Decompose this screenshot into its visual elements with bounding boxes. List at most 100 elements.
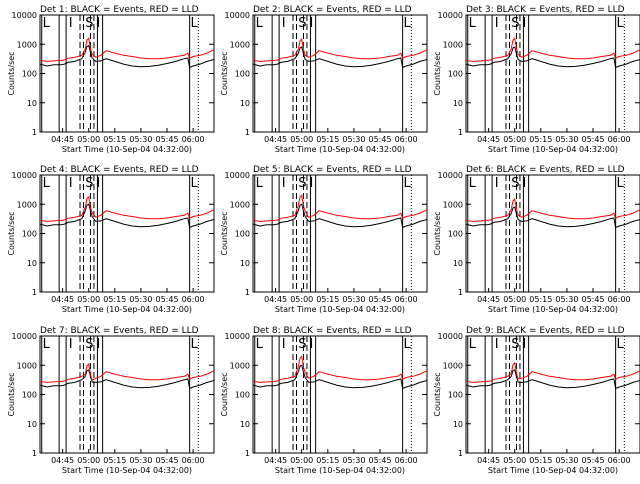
y-tick-label: 1000 [230, 361, 250, 370]
detector-panel: L I S I L 1 10 100 1000 10000 04:45 05:00 05:15 05:30… [7, 165, 215, 314]
x-tick-label: 05:30 [555, 135, 578, 144]
region-letter: S [85, 337, 93, 352]
lld-series-line [39, 195, 215, 222]
lld-series-line [39, 362, 215, 383]
region-letter: I [310, 16, 314, 31]
y-tick-label: 10 [453, 259, 463, 268]
region-letter: L [404, 337, 412, 352]
panel-title: Det 2: BLACK = Events, RED = LLD [253, 5, 412, 15]
region-letter: S [511, 16, 519, 31]
detector-panel: L I S I L 1 10 100 1000 10000 04:45 05:00 05:15 05:30… [7, 326, 215, 475]
region-letter: L [469, 176, 477, 191]
y-tick-label: 1000 [17, 361, 37, 370]
panel-title: Det 6: BLACK = Events, RED = LLD [466, 165, 625, 175]
region-letter: L [404, 176, 412, 191]
y-tick-label: 10000 [225, 11, 250, 20]
x-tick-label: 04:45 [264, 456, 287, 465]
panel-title: Det 4: BLACK = Events, RED = LLD [40, 165, 199, 175]
region-letter: L [191, 337, 199, 352]
region-letter: S [511, 176, 519, 191]
y-tick-label: 1 [32, 449, 37, 458]
x-tick-label: 04:45 [264, 295, 287, 304]
x-tick-label: 06:00 [182, 295, 205, 304]
x-tick-label: 05:00 [503, 456, 526, 465]
region-letter: I [97, 176, 101, 191]
events-series-line [252, 46, 428, 69]
region-letter: I [282, 176, 286, 191]
region-letter: L [617, 337, 625, 352]
region-letter: L [469, 337, 477, 352]
x-tick-label: 05:45 [368, 456, 391, 465]
x-tick-label: 05:30 [342, 135, 365, 144]
x-axis-label: Start Time (10-Sep-04 04:32:00) [62, 466, 192, 475]
x-tick-label: 04:45 [477, 135, 500, 144]
x-tick-label: 05:00 [77, 135, 100, 144]
x-tick-label: 05:00 [503, 135, 526, 144]
x-axis-label: Start Time (10-Sep-04 04:32:00) [62, 305, 192, 314]
x-tick-label: 04:45 [51, 295, 74, 304]
x-tick-label: 05:45 [368, 295, 391, 304]
region-letter: I [97, 337, 101, 352]
x-tick-label: 05:15 [529, 135, 552, 144]
y-tick-label: 100 [448, 230, 463, 239]
region-letter: L [469, 16, 477, 31]
region-letter: I [310, 176, 314, 191]
panel-title: Det 8: BLACK = Events, RED = LLD [253, 326, 412, 336]
region-letter: I [523, 337, 527, 352]
lld-series-line [252, 194, 428, 222]
lld-series-line [465, 37, 640, 62]
x-tick-label: 05:30 [555, 295, 578, 304]
region-letter: S [298, 337, 306, 352]
x-tick-label: 05:45 [581, 295, 604, 304]
x-axis-label: Start Time (10-Sep-04 04:32:00) [488, 466, 618, 475]
y-tick-label: 1 [245, 288, 250, 297]
events-series-line [465, 369, 640, 390]
panel-title: Det 9: BLACK = Events, RED = LLD [466, 326, 625, 336]
x-tick-label: 05:00 [77, 295, 100, 304]
y-tick-label: 1 [458, 449, 463, 458]
y-axis-label: Counts/sec [7, 51, 16, 95]
x-tick-label: 06:00 [395, 295, 418, 304]
region-letter: S [85, 176, 93, 191]
y-tick-label: 1000 [443, 200, 463, 209]
x-tick-label: 06:00 [608, 295, 631, 304]
x-axis-label: Start Time (10-Sep-04 04:32:00) [275, 466, 405, 475]
events-series-line [465, 206, 640, 229]
events-series-line [252, 203, 428, 229]
y-tick-label: 10 [27, 420, 37, 429]
y-axis-label: Counts/sec [7, 372, 16, 416]
x-tick-label: 05:15 [103, 135, 126, 144]
y-tick-label: 1000 [230, 200, 250, 209]
y-tick-label: 10000 [12, 11, 37, 20]
region-letter: L [191, 176, 199, 191]
y-tick-label: 100 [235, 70, 250, 79]
y-axis-label: Counts/sec [7, 211, 16, 255]
events-series-line [39, 203, 215, 229]
y-tick-label: 10000 [12, 332, 37, 341]
region-letter: I [69, 176, 73, 191]
events-series-line [465, 46, 640, 69]
region-letter: S [85, 16, 93, 31]
y-tick-label: 10 [453, 99, 463, 108]
region-letter: I [523, 176, 527, 191]
region-letter: I [69, 337, 73, 352]
y-tick-label: 10 [27, 259, 37, 268]
events-series-line [39, 44, 215, 69]
detector-panel: L I S I L 1 10 100 1000 10000 04:45 05:00 05:15 05:30… [220, 165, 428, 314]
detector-panel: L I S I L 1 10 100 1000 10000 04:45 05:00 05:15 05:30… [7, 5, 215, 154]
x-tick-label: 04:45 [477, 295, 500, 304]
region-letter: L [617, 176, 625, 191]
y-tick-label: 100 [448, 70, 463, 79]
x-tick-label: 05:45 [155, 456, 178, 465]
lld-series-line [465, 198, 640, 222]
x-axis-label: Start Time (10-Sep-04 04:32:00) [275, 305, 405, 314]
x-axis-label: Start Time (10-Sep-04 04:32:00) [488, 305, 618, 314]
x-tick-label: 05:00 [290, 295, 313, 304]
x-tick-label: 05:15 [103, 295, 126, 304]
y-axis-label: Counts/sec [220, 51, 229, 95]
y-tick-label: 1000 [443, 361, 463, 370]
y-tick-label: 10 [240, 259, 250, 268]
region-letter: L [191, 16, 199, 31]
